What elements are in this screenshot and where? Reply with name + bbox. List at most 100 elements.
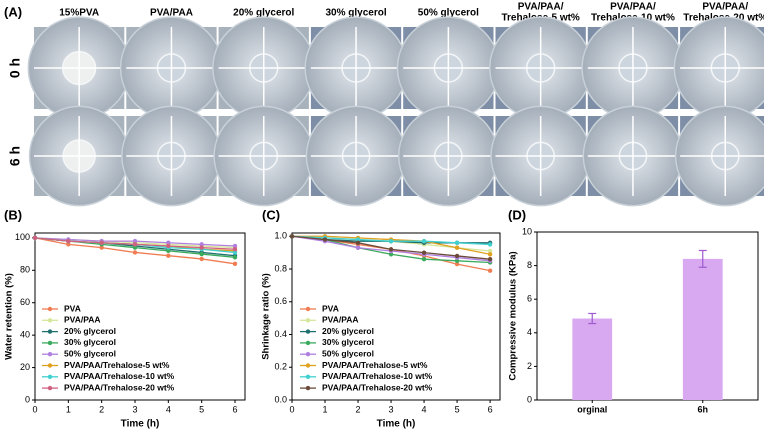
data-point bbox=[232, 243, 238, 249]
data-point bbox=[132, 245, 138, 250]
y-tick-label: 0 bbox=[25, 394, 30, 404]
legend-label: 30% glycerol bbox=[322, 337, 374, 347]
x-tick-label: 3 bbox=[389, 404, 394, 414]
legend-label: 50% glycerol bbox=[322, 348, 374, 358]
y-tick-label: 2 bbox=[527, 361, 532, 371]
y-tick-label: 0.8 bbox=[274, 263, 287, 273]
y-tick-label: 0 bbox=[527, 394, 532, 404]
legend-label: 30% glycerol bbox=[64, 337, 116, 347]
panel-label: (A) bbox=[4, 4, 22, 19]
data-point bbox=[66, 242, 71, 247]
column-label: 15%PVA bbox=[59, 8, 99, 19]
data-point bbox=[355, 240, 361, 246]
data-point bbox=[454, 253, 460, 259]
panel-label: (B) bbox=[4, 207, 22, 222]
y-tick-label: 40 bbox=[20, 330, 30, 340]
y-axis-label: Water retention (%) bbox=[4, 273, 15, 360]
data-point bbox=[99, 240, 104, 245]
data-point bbox=[487, 242, 493, 247]
y-tick-label: 60 bbox=[20, 297, 30, 307]
x-axis-label: Time (h) bbox=[121, 419, 160, 430]
data-point bbox=[454, 258, 460, 264]
data-point bbox=[388, 247, 394, 252]
x-tick-label: 1 bbox=[323, 404, 328, 414]
x-tick-label: 4 bbox=[166, 404, 171, 414]
y-tick-label: 0.2 bbox=[274, 362, 287, 372]
plot-frame bbox=[536, 231, 759, 401]
x-tick-label: 5 bbox=[199, 404, 204, 414]
row-label: 0 h bbox=[7, 58, 23, 78]
data-point bbox=[421, 238, 427, 244]
x-tick-label: 4 bbox=[422, 404, 427, 414]
data-point bbox=[487, 248, 493, 254]
data-point bbox=[454, 240, 460, 246]
data-point bbox=[487, 252, 493, 257]
x-tick-label: 2 bbox=[99, 404, 104, 414]
legend-label: 50% glycerol bbox=[64, 348, 116, 358]
bar bbox=[682, 258, 723, 400]
data-point bbox=[166, 243, 171, 249]
legend-marker bbox=[47, 374, 53, 379]
legend-marker bbox=[47, 318, 53, 323]
legend-label: PVA/PAA bbox=[64, 315, 101, 325]
legend-marker bbox=[305, 306, 311, 312]
x-tick-label: 2 bbox=[356, 404, 361, 414]
legend-label: PVA bbox=[322, 303, 339, 313]
data-point bbox=[199, 256, 204, 262]
y-tick-label: 0.6 bbox=[274, 296, 287, 306]
legend-label: PVA/PAA/Trehalose-5 wt% bbox=[64, 360, 170, 370]
x-tick-label: 6 bbox=[488, 404, 493, 414]
data-point bbox=[199, 251, 204, 257]
data-point bbox=[289, 234, 295, 239]
x-tick-label: orginal bbox=[577, 404, 607, 414]
data-point bbox=[166, 248, 171, 254]
column-label: PVA/PAA/ bbox=[610, 2, 656, 13]
data-point bbox=[232, 247, 238, 252]
legend-label: 20% glycerol bbox=[322, 326, 374, 336]
data-point bbox=[421, 256, 427, 262]
row-label: 6 h bbox=[7, 146, 23, 166]
plot-frame bbox=[291, 232, 501, 401]
legend-marker bbox=[47, 385, 53, 391]
legend-label: PVA/PAA/Trehalose-5 wt% bbox=[322, 360, 428, 370]
legend-marker bbox=[305, 340, 311, 346]
legend-label: PVA bbox=[64, 303, 81, 313]
y-tick-label: 8 bbox=[527, 260, 532, 270]
legend-marker bbox=[47, 329, 53, 334]
y-tick-label: 4 bbox=[527, 327, 532, 337]
legend-label: PVA/PAA/Trehalose-10 wt% bbox=[322, 371, 433, 381]
legend-marker bbox=[305, 363, 311, 368]
y-tick-label: 0.0 bbox=[274, 394, 287, 404]
column-label: 30% glycerol bbox=[325, 8, 386, 19]
legend-marker bbox=[305, 318, 311, 323]
y-tick-label: 10 bbox=[522, 226, 532, 236]
data-point bbox=[199, 245, 204, 250]
legend-marker bbox=[305, 329, 311, 334]
y-tick-label: 100 bbox=[15, 232, 30, 242]
data-point bbox=[454, 245, 460, 250]
data-point bbox=[232, 255, 238, 260]
x-tick-label: 6h bbox=[697, 404, 708, 414]
panel-label: (D) bbox=[508, 207, 526, 222]
data-point bbox=[166, 253, 171, 258]
legend-label: 20% glycerol bbox=[64, 326, 116, 336]
data-point bbox=[421, 250, 427, 255]
data-point bbox=[454, 261, 460, 267]
y-tick-label: 1.0 bbox=[274, 231, 287, 241]
legend-label: PVA/PAA bbox=[322, 315, 359, 325]
column-label: PVA/PAA/ bbox=[518, 2, 564, 13]
x-tick-label: 3 bbox=[132, 404, 137, 414]
legend-marker bbox=[47, 352, 53, 357]
bar bbox=[572, 318, 613, 400]
data-point bbox=[232, 250, 238, 255]
data-point bbox=[232, 261, 238, 267]
y-tick-label: 0.4 bbox=[274, 329, 287, 339]
data-point bbox=[355, 237, 361, 242]
y-axis-label: Shrinkage ratio (%) bbox=[261, 273, 272, 360]
data-point bbox=[32, 235, 38, 241]
plot-frame bbox=[34, 232, 246, 401]
y-tick-label: 6 bbox=[527, 294, 532, 304]
data-point bbox=[388, 238, 394, 244]
x-tick-label: 6 bbox=[232, 404, 237, 414]
